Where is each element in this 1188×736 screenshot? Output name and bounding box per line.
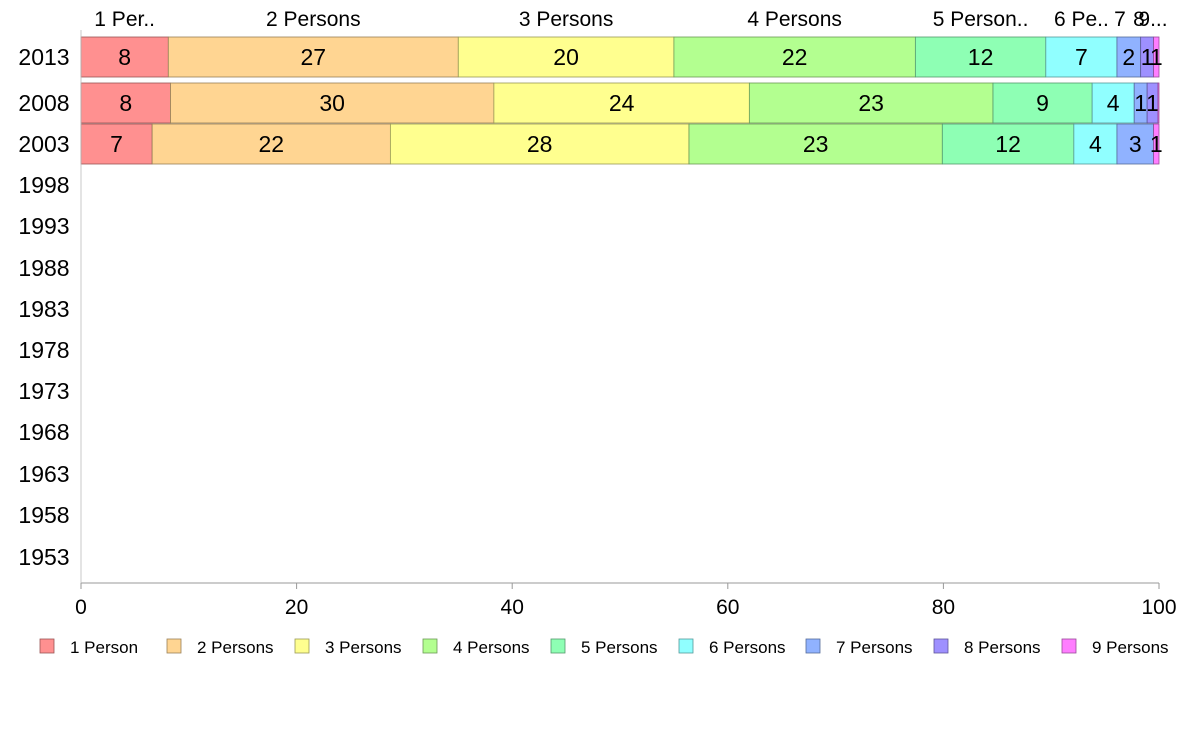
x-tick-label: 80 xyxy=(932,596,955,619)
y-tick-label: 1973 xyxy=(18,378,69,404)
data-label: 24 xyxy=(609,90,635,116)
legend-swatch xyxy=(678,638,694,654)
data-label: 12 xyxy=(968,44,994,70)
bar-segment xyxy=(992,82,1093,124)
data-label: 2 xyxy=(1122,44,1135,70)
legend-label: 3 Persons xyxy=(325,638,402,657)
bar-segment xyxy=(748,82,994,124)
bar-segment xyxy=(170,82,495,124)
data-label: 7 xyxy=(110,131,123,157)
x-tick-label: 60 xyxy=(716,596,739,619)
data-label: 1 xyxy=(1150,44,1163,70)
data-label: 8 xyxy=(119,90,132,116)
bar-segment xyxy=(941,123,1075,165)
data-label: 30 xyxy=(319,90,345,116)
x-tick-label: 20 xyxy=(285,596,308,619)
data-label: 1 xyxy=(1150,131,1163,157)
bar-segment xyxy=(914,36,1047,78)
legend-label: 4 Persons xyxy=(453,638,530,657)
bar-segment xyxy=(673,36,916,78)
bar-segment xyxy=(493,82,750,124)
x-tick-label: 100 xyxy=(1141,596,1176,619)
legend-label: 9 Persons xyxy=(1092,638,1169,657)
data-label: 23 xyxy=(858,90,884,116)
legend-label: 8 Persons xyxy=(964,638,1041,657)
data-label: 22 xyxy=(782,44,808,70)
bar-segment xyxy=(1157,82,1160,124)
data-label: 4 xyxy=(1107,90,1120,116)
data-label: 7 xyxy=(1075,44,1088,70)
y-tick-label: 2008 xyxy=(18,90,69,116)
x-tick-label: 40 xyxy=(501,596,524,619)
legend-swatch xyxy=(294,638,310,654)
bar-segment xyxy=(1073,123,1118,165)
bar-segment xyxy=(1153,36,1160,78)
legend-swatch xyxy=(933,638,949,654)
data-label: 8 xyxy=(118,44,131,70)
data-label: 1 xyxy=(1134,90,1147,116)
y-tick-label: 1988 xyxy=(18,255,69,281)
legend-label: 2 Persons xyxy=(197,638,274,657)
data-label: 22 xyxy=(258,131,284,157)
bars: 8 27 20 22 12 7 2 118 30 24 23 9 4 1 17 22 28 23 12 4 3 1 xyxy=(80,36,1163,165)
data-label: 27 xyxy=(301,44,327,70)
legend-swatch xyxy=(550,638,566,654)
series-top-label: 7 xyxy=(1114,8,1126,31)
legend-label: 5 Persons xyxy=(581,638,658,657)
legend-swatch xyxy=(166,638,182,654)
data-label: 1 xyxy=(1146,90,1159,116)
data-label: 20 xyxy=(553,44,579,70)
legend: 1 Person 2 Persons 3 Persons 4 Persons 5 Per… xyxy=(39,638,1169,657)
bar-segment xyxy=(688,123,943,165)
series-top-label: 1 Per.. xyxy=(94,8,155,31)
bar-segment xyxy=(1116,123,1155,165)
y-tick-label: 2003 xyxy=(18,131,69,157)
legend-swatch xyxy=(805,638,821,654)
data-label: 28 xyxy=(527,131,553,157)
data-label: 9 xyxy=(1036,90,1049,116)
bar-segment xyxy=(1091,82,1135,124)
series-top-label: 9... xyxy=(1138,8,1167,31)
legend-swatch xyxy=(1061,638,1077,654)
bar-segment xyxy=(167,36,459,78)
series-top-label: 3 Persons xyxy=(519,8,614,31)
top-series-labels: 1 Per.. 2 Persons 3 Persons 4 Persons 5 Pers… xyxy=(94,8,1167,31)
series-top-label: 8 xyxy=(1133,8,1145,31)
bar-segment xyxy=(151,123,391,165)
bar-segment xyxy=(1153,123,1160,165)
bar-segment xyxy=(389,123,690,165)
y-tick-label: 1968 xyxy=(18,419,69,445)
legend-label: 7 Persons xyxy=(836,638,913,657)
y-tick-label: 2013 xyxy=(18,44,69,70)
series-top-label: 4 Persons xyxy=(747,8,842,31)
data-label: 12 xyxy=(995,131,1021,157)
data-label: 3 xyxy=(1129,131,1142,157)
series-top-label: 5 Person.. xyxy=(933,8,1029,31)
bar-segment xyxy=(80,36,169,78)
series-top-label: 6 Pe.. xyxy=(1054,8,1109,31)
y-tick-label: 1953 xyxy=(18,544,69,570)
y-tick-label: 1993 xyxy=(18,213,69,239)
y-tick-label: 1958 xyxy=(18,502,69,528)
series-top-label: 2 Persons xyxy=(266,8,361,31)
data-label: 1 xyxy=(1141,44,1154,70)
y-tick-label: 1983 xyxy=(18,296,69,322)
y-tick-label: 1963 xyxy=(18,461,69,487)
y-tick-label: 1978 xyxy=(18,337,69,363)
y-axis: 2013 2008 2003 1998 1993 1988 1983 1978 1973 1968… xyxy=(18,44,69,570)
legend-swatch xyxy=(422,638,438,654)
legend-swatch xyxy=(39,638,55,654)
legend-label: 6 Persons xyxy=(709,638,786,657)
data-label: 23 xyxy=(803,131,829,157)
x-axis: 0 20 40 60 80 100 xyxy=(75,30,1177,619)
legend-label: 1 Person xyxy=(70,638,138,657)
bar-segment xyxy=(80,123,153,165)
bar-segment xyxy=(1045,36,1118,78)
x-tick-label: 0 xyxy=(75,596,87,619)
data-label: 4 xyxy=(1089,131,1102,157)
y-tick-label: 1998 xyxy=(18,172,69,198)
